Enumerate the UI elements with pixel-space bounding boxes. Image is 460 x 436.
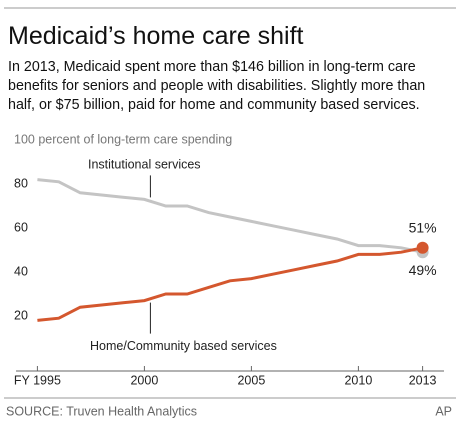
value-label: 49% [409,262,437,278]
x-tick-label: 2005 [237,373,265,387]
y-tick-label: 60 [14,220,28,234]
y-tick-label: 100 percent of long-term care spending [14,132,232,146]
y-tick-label: 40 [14,264,28,278]
series-line [37,178,423,254]
chart-title: Medicaid’s home care shift [8,22,304,50]
chart-subtitle: In 2013, Medicaid spent more than $146 b… [8,59,426,113]
series-label: Home/Community based services [90,339,277,353]
x-tick-label: 2000 [130,373,158,387]
series-label: Institutional services [88,158,201,172]
y-tick-label: 80 [14,176,28,190]
y-tick-label: 20 [14,308,28,322]
series-line [37,246,423,322]
end-dot [416,241,429,254]
credit: AP [435,404,452,418]
x-tick-label: 2013 [409,373,437,387]
source: SOURCE: Truven Health Analytics [6,404,197,418]
x-tick-label: 2010 [344,373,372,387]
x-tick-label: FY 1995 [14,373,61,387]
value-label: 51% [409,220,437,236]
